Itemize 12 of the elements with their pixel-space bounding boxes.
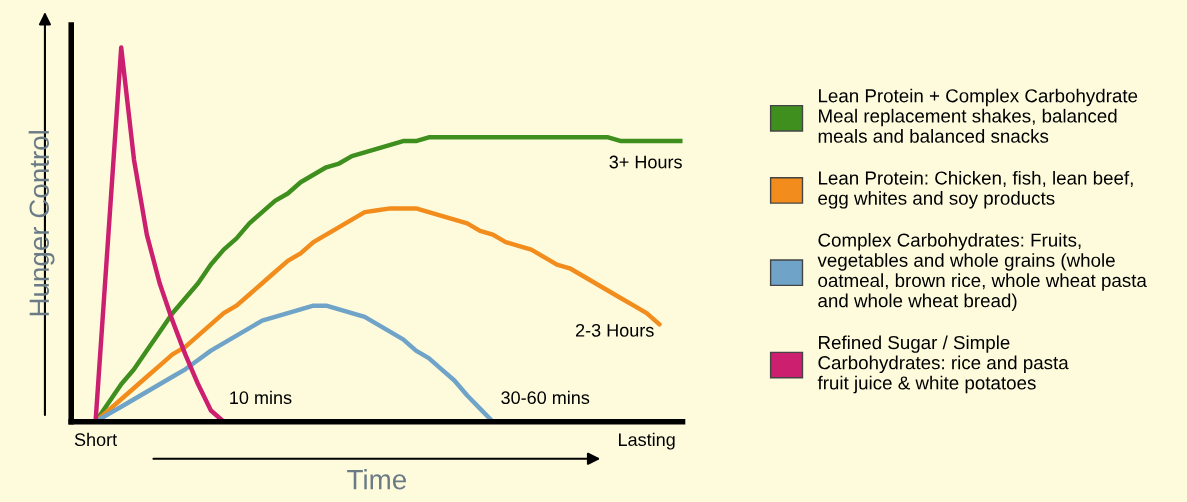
annotation: 2-3 Hours — [575, 323, 654, 337]
annotation: 3+ Hours — [609, 155, 682, 169]
annotation: 30-60 mins — [501, 390, 590, 405]
y-axis-title: Hunger Control — [28, 131, 55, 316]
annotation: 10 mins — [230, 390, 292, 405]
legend-label: Lean Protein + Complex Carbohydrate Meal replacement shakes, balanced meals and balanced snacks — [818, 88, 1138, 143]
x-tick-label: Short — [74, 432, 118, 447]
x-tick-label: Lasting — [619, 432, 675, 450]
legend-label: Refined Sugar / Simple Carbohydrates: rice and pasta fruit juice & white potatoes — [817, 335, 1069, 394]
legend-label: Complex Carbohydrates: Fruits, vegetables and whole grains (whole oatmeal, brown rice, whole wheat pasta and whole wheat bread) — [817, 232, 1147, 312]
x-axis-title: Time — [347, 469, 406, 490]
legend-label: Lean Protein: Chicken, fish, lean beef, egg whites and soy products — [818, 170, 1133, 209]
